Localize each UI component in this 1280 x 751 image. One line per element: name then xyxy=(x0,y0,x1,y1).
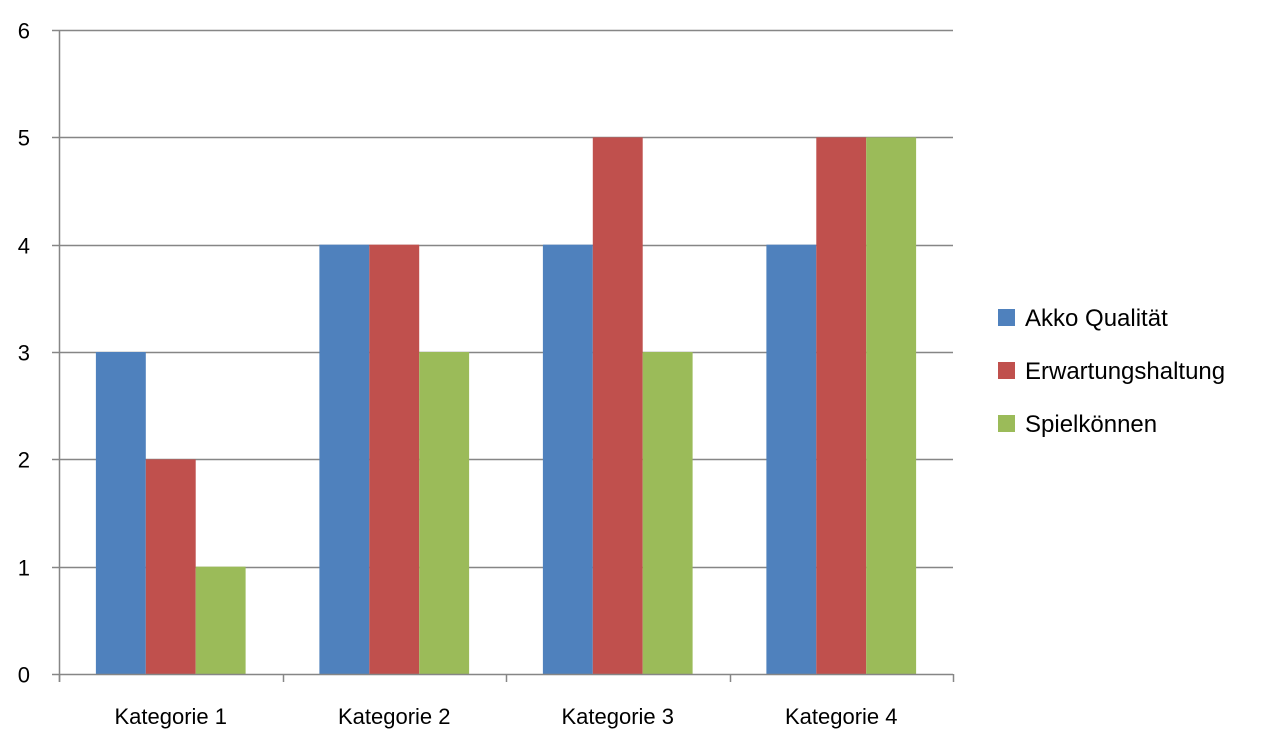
bar-erwartungshaltung-3 xyxy=(592,137,643,675)
bar-spielkönnen-2 xyxy=(419,352,470,674)
bar-akko-qualität-2 xyxy=(319,244,370,674)
y-tick-label: 0 xyxy=(18,663,30,688)
x-tick-label: Kategorie 1 xyxy=(114,704,227,729)
bars xyxy=(95,137,917,675)
legend-label: Erwartungshaltung xyxy=(1025,358,1225,385)
bar-spielkönnen-4 xyxy=(866,137,917,675)
x-tick-label: Kategorie 3 xyxy=(561,704,674,729)
bar-erwartungshaltung-2 xyxy=(369,244,420,674)
bar-erwartungshaltung-4 xyxy=(816,137,867,675)
legend-label: Akko Qualität xyxy=(1025,305,1168,332)
legend-swatch xyxy=(998,362,1015,379)
bar-spielkönnen-3 xyxy=(642,352,693,674)
bar-akko-qualität-4 xyxy=(766,244,817,674)
bar-akko-qualität-1 xyxy=(95,352,146,674)
x-tick-label: Kategorie 2 xyxy=(338,704,451,729)
legend-swatch xyxy=(998,309,1015,326)
y-tick-label: 3 xyxy=(18,341,30,366)
y-tick-label: 5 xyxy=(18,126,30,151)
axes: 0 1 2 3 4 5 6 Kategorie 1 Kategorie 2 Kategorie 3… xyxy=(18,19,955,729)
y-tick-label: 4 xyxy=(18,234,30,259)
x-tick-label: Kategorie 4 xyxy=(785,704,898,729)
legend-label: Spielkönnen xyxy=(1025,411,1157,438)
legend-swatch xyxy=(998,415,1015,432)
y-tick-label: 1 xyxy=(18,556,30,581)
bar-erwartungshaltung-1 xyxy=(145,459,196,674)
legend: Akko Qualität Erwartungshaltung Spielkönne… xyxy=(998,305,1225,438)
y-tick-label: 2 xyxy=(18,448,30,473)
bar-akko-qualität-3 xyxy=(542,244,593,674)
bar-spielkönnen-1 xyxy=(195,566,246,674)
y-tick-label: 6 xyxy=(18,19,30,44)
